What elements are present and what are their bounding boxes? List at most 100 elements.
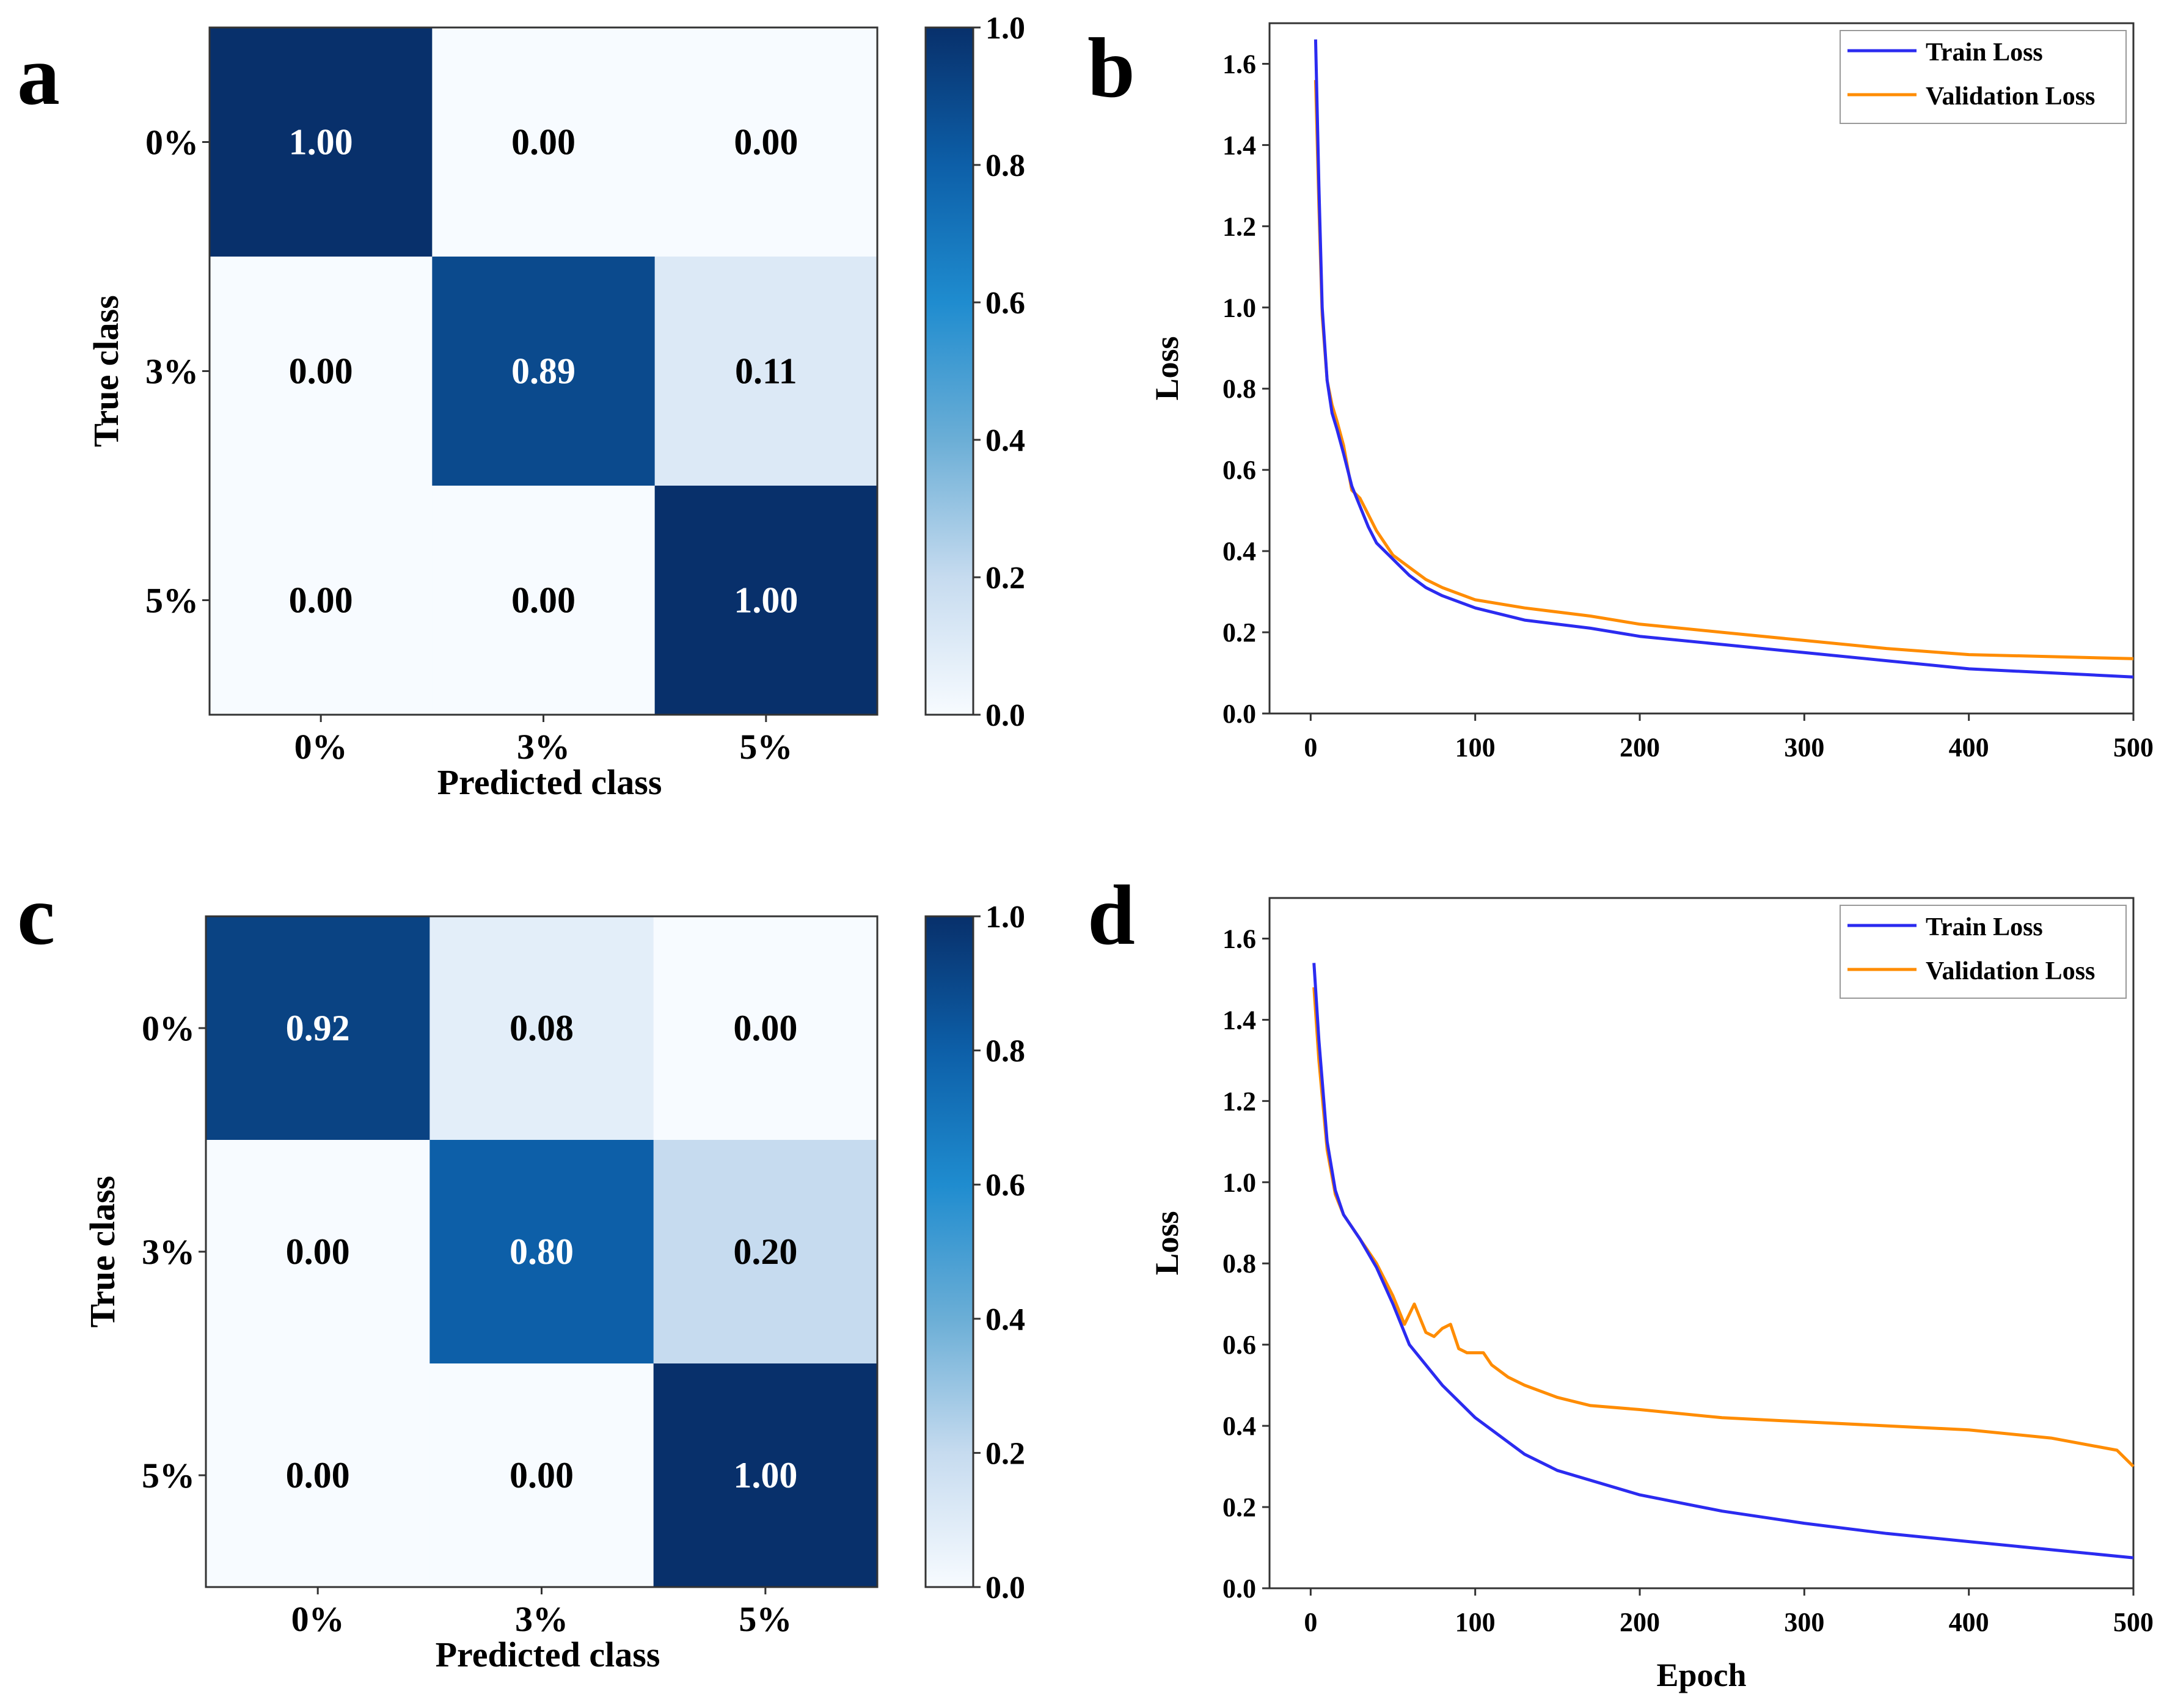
x-tick-label: 400 xyxy=(1949,732,1989,762)
y-axis-label: Loss xyxy=(1149,336,1185,400)
series-line-train-loss xyxy=(1312,963,2134,1560)
x-tick-label: 300 xyxy=(1784,1607,1824,1637)
heatmap-cell-r2-c2 xyxy=(653,1363,878,1588)
heatmap-cell-r1-c0 xyxy=(206,1140,430,1364)
colorbar-tick-label: 0.0 xyxy=(985,698,1025,733)
cell-value-r2-c0: 0.00 xyxy=(289,580,353,621)
x-tick-label: 0% xyxy=(291,1599,345,1639)
panel-letter-b: b xyxy=(1087,21,1135,115)
cell-value-r1-c0: 0.00 xyxy=(289,351,353,392)
cell-value-r1-c2: 0.20 xyxy=(733,1232,797,1272)
colorbar-tick-label: 0.6 xyxy=(985,286,1025,321)
x-tick-label: 0 xyxy=(1304,732,1317,762)
y-tick-label: 5% xyxy=(142,1456,195,1495)
x-tick-label: 0 xyxy=(1304,1607,1317,1637)
heatmap-cell-r2-c2 xyxy=(654,486,878,715)
heatmap-cell-r1-c1 xyxy=(432,257,656,486)
cell-value-r2-c2: 1.00 xyxy=(733,1455,797,1495)
heatmap-cell-r1-c2 xyxy=(654,257,878,486)
y-tick-label: 1.6 xyxy=(1222,924,1256,954)
x-tick-label: 500 xyxy=(2113,1607,2154,1637)
confusion-matrix-a: 1.00 0.00 0.00 0.00 0.89 0.11 0.00 0.00 1.00 0% 0%… xyxy=(86,11,1025,802)
cell-value-r1-c0: 0.00 xyxy=(286,1232,350,1272)
x-tick-label: 500 xyxy=(2113,732,2154,762)
colorbar-tick-label: 0.0 xyxy=(985,1571,1025,1605)
y-tick-label: 0.2 xyxy=(1222,618,1256,648)
y-axis-label: True class xyxy=(82,1176,122,1328)
x-tick-label: 100 xyxy=(1455,732,1496,762)
y-tick-label: 5% xyxy=(145,581,199,621)
y-tick-label: 0.8 xyxy=(1222,374,1256,404)
y-tick-label: 0.0 xyxy=(1222,699,1256,729)
y-tick-label: 1.2 xyxy=(1222,211,1256,241)
cell-value-r0-c2: 0.00 xyxy=(733,1008,797,1048)
panel-letter-a: a xyxy=(17,28,60,123)
x-tick-label: 5% xyxy=(739,1599,792,1639)
cell-value-r0-c1: 0.00 xyxy=(511,122,576,162)
heatmap-cell-r1-c1 xyxy=(429,1140,654,1364)
x-tick-label: 200 xyxy=(1620,1607,1660,1637)
y-tick-label: 1.6 xyxy=(1222,49,1256,79)
legend-box xyxy=(1840,905,2127,999)
x-axis-label: Predicted class xyxy=(437,762,662,802)
legend-label: Train Loss xyxy=(1926,913,2043,941)
cell-value-r0-c1: 0.08 xyxy=(510,1008,574,1048)
cell-value-r2-c0: 0.00 xyxy=(286,1455,350,1495)
colorbar xyxy=(924,26,974,716)
x-tick-label: 3% xyxy=(515,1599,568,1639)
colorbar-tick-label: 0.8 xyxy=(985,148,1025,183)
heatmap-cell-r0-c2 xyxy=(654,27,878,257)
x-tick-label: 300 xyxy=(1784,732,1824,762)
x-axis-label: Predicted class xyxy=(436,1635,660,1674)
colorbar-tick-label: 0.2 xyxy=(985,1436,1025,1471)
y-tick-label: 1.0 xyxy=(1222,293,1256,323)
heatmap-cell-r2-c1 xyxy=(432,486,656,715)
x-tick-label: 3% xyxy=(517,727,570,767)
cell-value-r0-c0: 0.92 xyxy=(286,1008,350,1048)
y-axis-label: Loss xyxy=(1149,1211,1185,1275)
confusion-matrix-c: 0.92 0.08 0.00 0.00 0.80 0.20 0.00 0.00 1.00 0% 0%… xyxy=(82,900,1025,1674)
x-tick-label: 0% xyxy=(294,727,348,767)
y-axis-label: True class xyxy=(86,295,126,447)
cell-value-r1-c2: 0.11 xyxy=(735,351,797,392)
heatmap-cell-r1-c2 xyxy=(653,1140,878,1364)
x-axis-label: Epoch xyxy=(1656,1657,1746,1693)
series-line-train-loss xyxy=(1314,39,2134,679)
cell-value-r2-c1: 0.00 xyxy=(510,1455,574,1495)
colorbar-tick-label: 0.2 xyxy=(985,561,1025,596)
y-tick-label: 0.4 xyxy=(1222,1411,1256,1441)
cell-value-r2-c1: 0.00 xyxy=(511,580,576,621)
legend-label: Validation Loss xyxy=(1926,957,2095,985)
y-tick-label: 0% xyxy=(145,123,199,162)
plot-frame xyxy=(1268,897,2135,1589)
heatmap-cell-r0-c1 xyxy=(429,916,654,1140)
y-tick-label: 0% xyxy=(142,1009,195,1048)
x-tick-label: 100 xyxy=(1455,1607,1496,1637)
x-tick-label: 200 xyxy=(1620,732,1660,762)
cell-value-r1-c1: 0.80 xyxy=(510,1232,574,1272)
y-tick-label: 0.8 xyxy=(1222,1249,1256,1279)
colorbar-tick-label: 1.0 xyxy=(985,900,1025,935)
loss-chart-b: 0 100 200 300 400 500 0.0 0.2 0.4 0.6 0.8 1.0 1.2 1.4… xyxy=(1149,22,2154,762)
legend-label: Train Loss xyxy=(1926,38,2043,67)
loss-chart-d: 0 100 200 300 400 500 0.0 0.2 0.4 0.6 0.8 1.0 1.2 1.4… xyxy=(1149,897,2154,1693)
legend-label: Validation Loss xyxy=(1926,82,2095,111)
heatmap-cell-r2-c0 xyxy=(206,1363,430,1588)
y-tick-label: 0.4 xyxy=(1222,536,1256,566)
cell-value-r2-c2: 1.00 xyxy=(734,580,798,621)
colorbar-tick-label: 1.0 xyxy=(985,11,1025,46)
x-tick-label: 400 xyxy=(1949,1607,1989,1637)
x-tick-label: 5% xyxy=(739,727,792,767)
panel-letter-c: c xyxy=(17,868,55,963)
heatmap-cell-r2-c0 xyxy=(210,486,433,715)
y-tick-label: 1.4 xyxy=(1222,130,1256,160)
colorbar-tick-label: 0.6 xyxy=(985,1168,1025,1203)
heatmap-cell-r0-c2 xyxy=(653,916,878,1140)
heatmap-cell-r0-c0 xyxy=(210,27,433,257)
legend-box xyxy=(1840,30,2127,124)
y-tick-label: 1.4 xyxy=(1222,1005,1256,1035)
y-tick-label: 0.0 xyxy=(1222,1574,1256,1604)
colorbar-tick-label: 0.8 xyxy=(985,1034,1025,1069)
y-tick-label: 1.2 xyxy=(1222,1086,1256,1116)
